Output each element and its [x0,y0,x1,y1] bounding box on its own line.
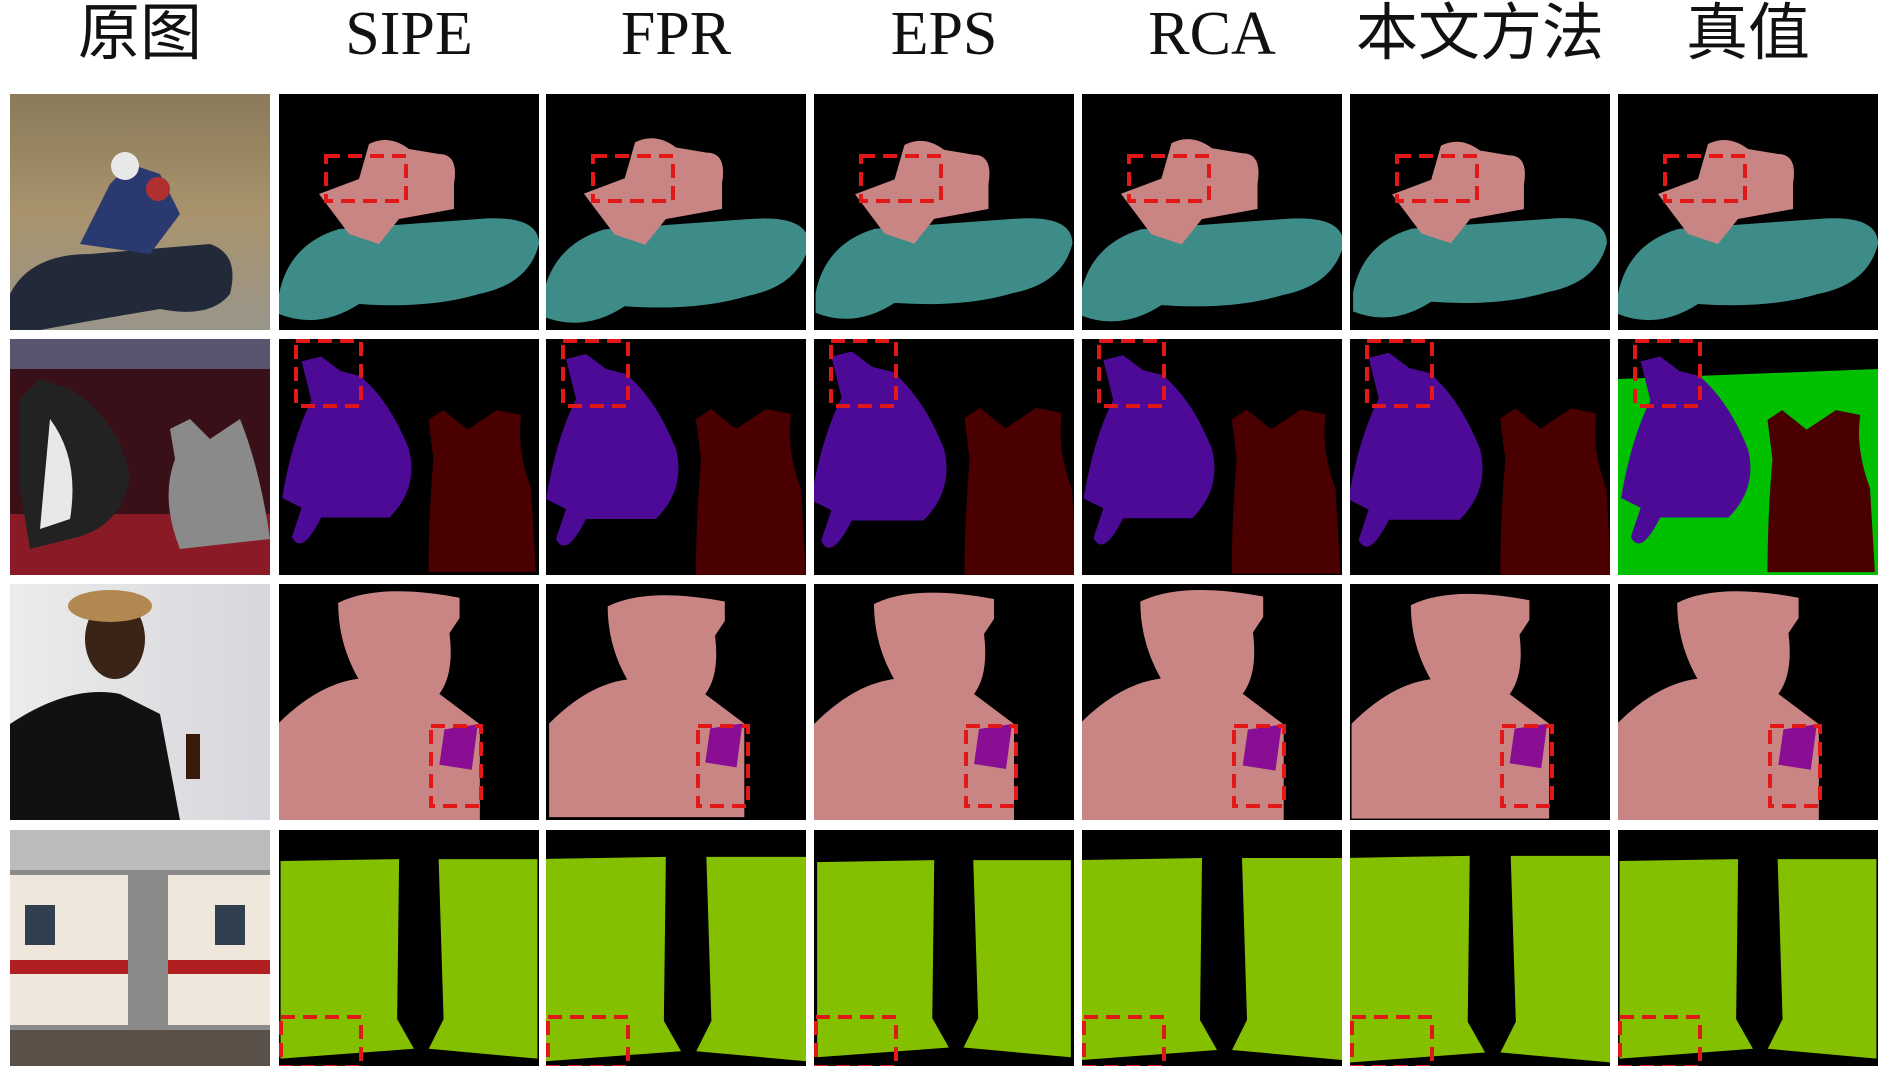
cell-content [1350,94,1610,330]
highlight-box [1365,339,1434,408]
cell-content [1082,94,1342,330]
input-image [10,339,270,575]
cell-content [1082,339,1342,575]
segmentation-map [1350,94,1610,330]
highlight-box [1395,154,1479,203]
segmentation-map [546,584,806,820]
input-image [10,584,270,820]
highlight-box [429,724,483,808]
highlight-box [294,339,363,408]
cell-content [10,94,270,330]
cell-content [1618,584,1878,820]
column-header: SIPE [345,0,472,68]
highlight-box [1633,339,1702,408]
cell-content [546,94,806,330]
input-image [10,94,270,330]
photo [10,94,270,330]
segmentation-map [1618,830,1878,1066]
cell-content [10,339,270,575]
cell-content [1082,584,1342,820]
segmentation-map [279,339,539,575]
cell-content [1082,830,1342,1066]
highlight-box [591,154,675,203]
highlight-box [1500,724,1554,808]
highlight-box [964,724,1018,808]
segmentation-map [814,830,1074,1066]
cell-content [814,339,1074,575]
segmentation-map [814,94,1074,330]
segmentation-map [1350,830,1610,1066]
segmentation-map [279,830,539,1066]
column-header: FPR [621,0,732,68]
segmentation-map [546,339,806,575]
highlight-box [1768,724,1822,808]
cell-content [1618,94,1878,330]
cell-content [1350,830,1610,1066]
segmentation-map [546,94,806,330]
photo [10,584,270,820]
highlight-box [1097,339,1166,408]
segmentation-map [1350,584,1610,820]
cell-content [1350,339,1610,575]
segmentation-map [546,830,806,1066]
cell-content [279,584,539,820]
highlight-box [829,339,898,408]
column-header: 真值 [1686,0,1810,68]
cell-content [546,339,806,575]
input-image [10,830,270,1066]
cell-content [814,584,1074,820]
segmentation-map [279,94,539,330]
cell-content [814,830,1074,1066]
highlight-box [324,154,408,203]
highlight-box [859,154,943,203]
cell-content [279,94,539,330]
segmentation-map [1618,339,1878,575]
photo [10,339,270,575]
segmentation-map [814,339,1074,575]
cell-content [546,584,806,820]
segmentation-map [814,584,1074,820]
segmentation-map [1082,830,1342,1066]
cell-content [1350,584,1610,820]
cell-content [1618,830,1878,1066]
cell-content [10,830,270,1066]
highlight-box [561,339,630,408]
cell-content [279,830,539,1066]
cell-content [546,830,806,1066]
cell-content [814,94,1074,330]
highlight-box [1127,154,1211,203]
photo [10,830,270,1066]
segmentation-map [1082,94,1342,330]
column-header: RCA [1148,0,1276,68]
segmentation-map [1350,339,1610,575]
column-header: EPS [891,0,998,68]
cell-content [279,339,539,575]
column-header: 原图 [78,0,202,68]
segmentation-map [1618,584,1878,820]
highlight-box [696,724,750,808]
column-header: 本文方法 [1356,0,1604,68]
segmentation-map [279,584,539,820]
highlight-box [1232,724,1286,808]
cell-content [10,584,270,820]
highlight-box [1663,154,1747,203]
segmentation-map [1082,339,1342,575]
segmentation-map [1618,94,1878,330]
segmentation-map [1082,584,1342,820]
cell-content [1618,339,1878,575]
